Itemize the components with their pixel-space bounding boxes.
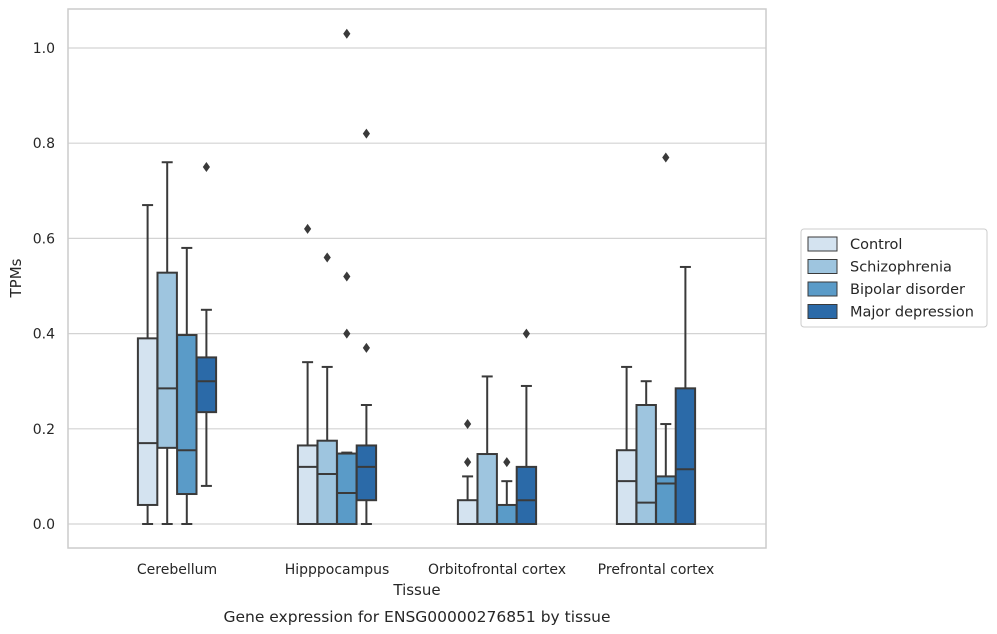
box-bipolar-disorder — [336, 28, 358, 525]
box-bipolar-disorder — [496, 457, 518, 525]
box-control — [456, 419, 479, 526]
x-axis-label: Tissue — [392, 581, 440, 599]
outlier-point — [662, 152, 670, 163]
box-iqr — [515, 465, 538, 526]
outlier-point — [464, 419, 472, 430]
legend-swatch — [807, 236, 838, 252]
box-iqr — [156, 271, 178, 449]
box-iqr — [316, 439, 338, 526]
outlier-point — [362, 342, 370, 353]
box-schizophrenia — [316, 252, 338, 526]
box-major-depression — [674, 265, 697, 525]
box-schizophrenia — [476, 375, 498, 526]
legend-frame — [800, 228, 988, 328]
legend: Control Schizophrenia Bipolar disorder Majo… — [800, 228, 988, 328]
box-bipolar-disorder — [176, 246, 198, 525]
chart-caption: Gene expression for ENSG00000276851 by t… — [223, 608, 610, 626]
plot-area-frame — [67, 8, 767, 549]
outlier-point — [464, 457, 472, 468]
x-tick-label: Prefrontal cortex — [598, 562, 715, 578]
legend-swatch — [807, 281, 838, 297]
box-control — [296, 223, 319, 525]
x-tick-label: Hipppocampus — [285, 562, 390, 578]
outlier-point — [522, 328, 530, 339]
y-tick-label: 0.4 — [33, 327, 55, 343]
legend-label: Control — [850, 237, 902, 253]
box-schizophrenia — [156, 161, 178, 525]
outlier-point — [343, 28, 351, 39]
box-bipolar-disorder — [655, 152, 677, 525]
box-iqr — [674, 387, 697, 525]
box-iqr — [355, 444, 378, 502]
legend-label: Major depression — [850, 305, 974, 321]
y-tick-label: 0.0 — [33, 517, 55, 533]
y-axis-label: TPMs — [7, 258, 25, 298]
box-iqr — [476, 453, 498, 526]
box-iqr — [336, 452, 358, 525]
box-iqr — [635, 404, 657, 525]
legend-swatch — [807, 304, 838, 319]
box-iqr — [176, 334, 198, 496]
outlier-point — [323, 252, 331, 263]
box-iqr — [136, 337, 159, 506]
box-major-depression — [515, 328, 538, 526]
outlier-point — [304, 223, 312, 234]
outlier-point — [362, 128, 370, 139]
x-axis-ticks: Cerebellum Hipppocampus Orbitofrontal cort… — [137, 562, 714, 578]
y-axis-ticks: 0.0 0.2 0.4 0.6 0.8 1.0 — [33, 41, 55, 533]
legend-label: Bipolar disorder — [850, 282, 965, 298]
box-iqr — [456, 499, 479, 526]
box-schizophrenia — [635, 380, 657, 525]
box-major-depression — [195, 162, 218, 487]
y-tick-label: 0.2 — [33, 422, 55, 438]
box-control — [615, 365, 638, 525]
y-tick-label: 1.0 — [33, 41, 55, 57]
legend-label: Schizophrenia — [850, 260, 952, 276]
x-tick-label: Orbitofrontal cortex — [428, 562, 566, 578]
box-iqr — [195, 356, 218, 414]
y-tick-label: 0.8 — [33, 136, 55, 152]
y-tick-label: 0.6 — [33, 231, 55, 247]
x-tick-label: Cerebellum — [137, 562, 217, 578]
box-groups — [136, 28, 697, 526]
outlier-point — [343, 271, 351, 282]
box-iqr — [496, 503, 518, 525]
legend-swatch — [807, 259, 838, 274]
box-control — [136, 204, 159, 525]
box-major-depression — [355, 128, 378, 525]
outlier-point — [202, 162, 210, 172]
outlier-point — [343, 328, 351, 339]
box-iqr — [615, 449, 638, 525]
box-iqr — [296, 444, 319, 525]
outlier-point — [503, 457, 511, 468]
